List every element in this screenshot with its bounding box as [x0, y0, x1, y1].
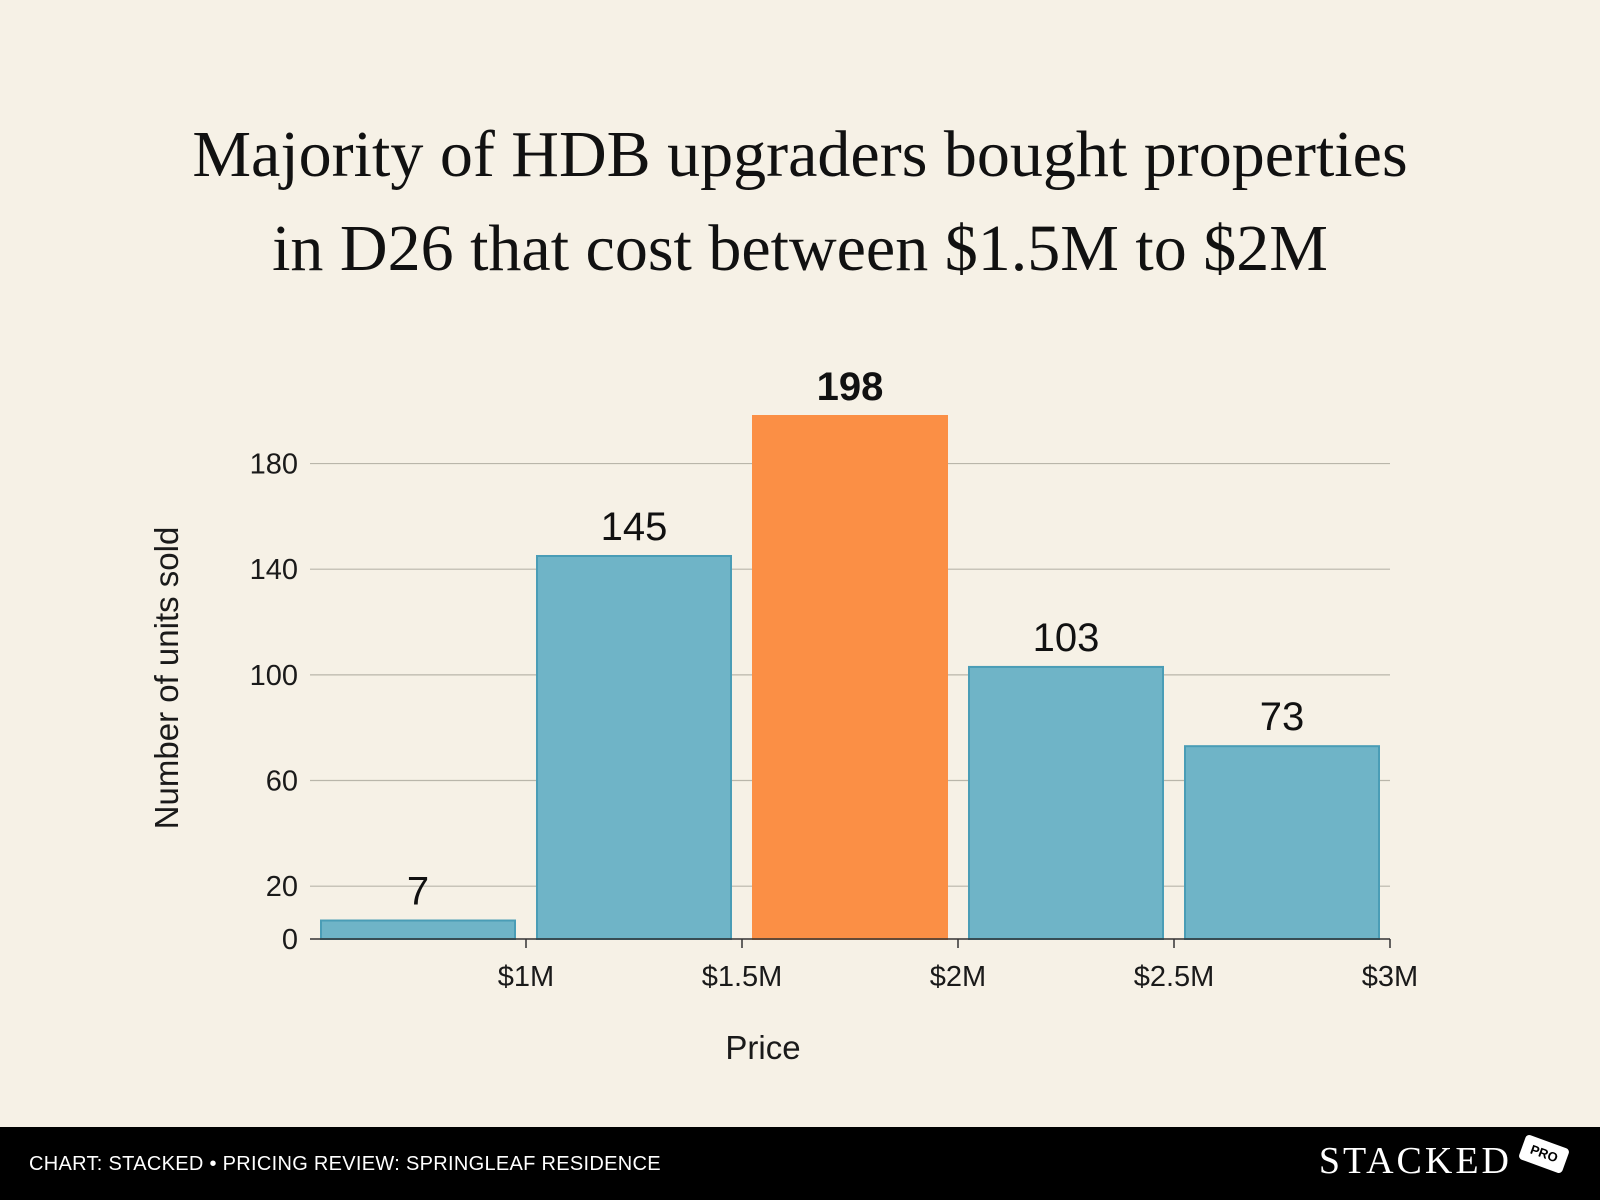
- bar: [968, 665, 1164, 940]
- bar-value-label: 103: [1033, 616, 1100, 660]
- bar-chart: 0 20 60 100 140 180 7 145 198 103 73 $1M $1.5M $2M $2.…: [148, 365, 1418, 1066]
- y-tick-label: 0: [282, 924, 298, 956]
- footer-bar: CHART: STACKED • PRICING REVIEW: SPRINGL…: [0, 1127, 1600, 1200]
- x-tick-label: $3M: [1362, 961, 1418, 993]
- bar: [752, 415, 948, 940]
- y-tick-label: 20: [266, 871, 298, 903]
- bar: [1184, 745, 1380, 940]
- x-axis-title: Price: [725, 1029, 800, 1066]
- bar-value-label: 73: [1260, 695, 1305, 739]
- y-axis-title: Number of units sold: [148, 527, 185, 830]
- y-tick-label: 140: [250, 554, 298, 586]
- chart-title-line-2: in D26 that cost between $1.5M to $2M: [272, 212, 1328, 285]
- stacked-logo: STACKED: [1318, 1140, 1512, 1182]
- chart-title-line-1: Majority of HDB upgraders bought propert…: [192, 118, 1408, 191]
- chart-title: Majority of HDB upgraders bought propert…: [0, 108, 1600, 296]
- x-tick-label: $1.5M: [702, 961, 783, 993]
- bar: [536, 554, 732, 940]
- x-tick-label: $1M: [498, 961, 554, 993]
- bar-value-label: 198: [817, 365, 884, 409]
- bar-value-label: 145: [601, 505, 668, 549]
- y-tick-label: 60: [266, 766, 298, 798]
- x-tick-label: $2M: [930, 961, 986, 993]
- pro-badge-icon: PRO: [1517, 1133, 1571, 1175]
- source-caption: CHART: STACKED • PRICING REVIEW: SPRINGL…: [29, 1153, 661, 1175]
- bar-value-label: 7: [407, 870, 429, 914]
- bar: [320, 919, 516, 940]
- x-tick-label: $2.5M: [1134, 961, 1215, 993]
- y-tick-label: 180: [250, 449, 298, 481]
- y-tick-label: 100: [250, 660, 298, 692]
